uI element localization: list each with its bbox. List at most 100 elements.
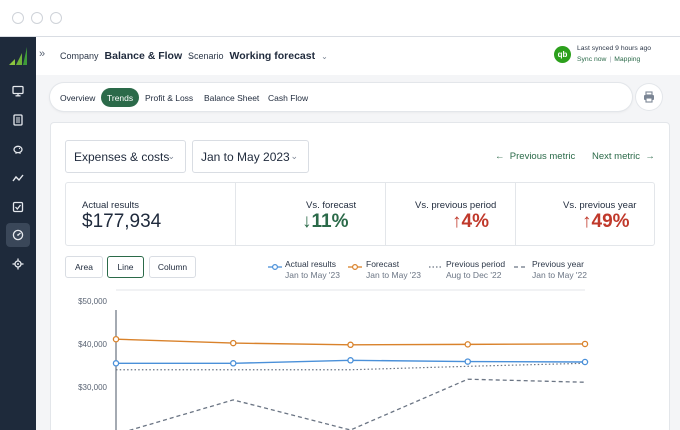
document-icon[interactable] [6,108,30,132]
tab-profit-loss[interactable]: Profit & Loss [145,92,194,103]
y-tick-label: $30,000 [78,383,107,392]
sidebar [0,37,36,430]
data-point-actual-results [112,360,120,367]
y-tick-label: $50,000 [78,297,107,306]
data-point-actual-results [464,358,471,365]
legend-previous-period-marker [429,266,441,268]
vs-previous-period-number: 4% [461,211,489,232]
vs-previous-period-label: Vs. previous period [415,200,497,211]
next-metric-label: Next metric [592,151,641,162]
actual-results-value: $177,934 [82,211,162,232]
legend-range: Jan to May '22 [532,270,588,280]
vs-previous-year-number: 49% [591,211,630,232]
window-dot[interactable] [12,12,24,24]
tab-balance-sheet[interactable]: Balance Sheet [204,92,260,103]
piggy-bank-icon[interactable] [6,137,30,161]
series-line-previous-period [116,362,586,371]
divider [385,183,386,245]
chevron-down-icon: ⌄ [167,151,175,161]
legend-range: Aug to Dec '22 [446,270,502,280]
chevron-down-icon: ⌄ [321,52,328,61]
data-point-forecast [464,341,471,348]
data-point-forecast [112,335,120,343]
arrow-up-icon: ↑ [582,211,592,232]
window-titlebar [0,0,680,37]
legend-name: Previous period [446,259,506,269]
scenario-value: Working forecast [229,50,316,62]
data-point-actual-results [347,357,354,364]
legend-name: Previous year [532,259,584,269]
arrow-up-icon: ↑ [452,211,462,232]
monitor-icon[interactable] [6,79,30,103]
chart-type-line-button[interactable]: Line [107,256,144,278]
y-tick-label: $40,000 [78,340,107,349]
expand-sidebar-icon[interactable]: » [39,48,46,60]
metric-select[interactable]: Expenses & costs ⌄ [65,140,186,173]
legend-forecast-marker [348,264,362,270]
legend-range: Jan to May '23 [366,270,422,280]
print-button[interactable] [636,84,662,110]
scenario-selector[interactable]: Scenario Working forecast ⌄ [188,50,328,62]
data-point-forecast [581,340,589,348]
legend-previous-year: Previous year Jan to May '22 [532,259,587,281]
next-metric-link[interactable]: Next metric → [592,151,655,162]
legend-actual-marker [268,264,282,270]
legend-previous-period: Previous period Aug to Dec '22 [446,259,505,281]
period-select-value: Jan to May 2023 [201,149,290,164]
vs-forecast-label: Vs. forecast [306,200,357,211]
legend-forecast: Forecast Jan to May '23 [366,259,421,281]
vs-previous-period-value: ↑4% [452,211,489,233]
checklist-icon[interactable] [6,195,30,219]
company-selector[interactable]: Company Balance & Flow ⌄ [60,50,195,62]
chevron-down-icon: ⌄ [188,52,195,61]
window-dot[interactable] [50,12,62,24]
previous-metric-label: Previous metric [509,151,576,162]
window-dot[interactable] [31,12,43,24]
metric-select-value: Expenses & costs [74,149,170,164]
print-icon [644,91,654,103]
report-tabs: Overview Trends Profit & Loss Balance Sh… [50,83,632,111]
tab-cash-flow[interactable]: Cash Flow [268,92,309,103]
vs-forecast-number: 11% [311,211,349,232]
legend-actual-results: Actual results Jan to May '23 [285,259,340,281]
chart-type-area-button[interactable]: Area [65,256,103,278]
gear-icon[interactable] [6,252,30,276]
arrow-left-icon: ← [495,151,505,162]
quickbooks-icon: qb [554,46,571,63]
tab-trends[interactable]: Trends [101,88,140,107]
arrow-right-icon: → [645,151,655,162]
period-select[interactable]: Jan to May 2023 ⌄ [192,140,309,173]
vs-previous-year-label: Vs. previous year [563,200,637,211]
trend-line-chart: $50,000 $40,000 $30,000 [78,289,589,430]
scenario-label: Scenario [188,51,224,61]
dashboard-icon[interactable] [6,223,30,247]
arrow-down-icon: ↓ [302,211,312,232]
top-bar: » Company Balance & Flow ⌄ Scenario Work… [36,37,680,75]
vs-previous-year-value: ↑49% [582,211,630,233]
metrics-summary: Actual results $177,934 Vs. forecast ↓11… [65,182,655,246]
actual-results-label: Actual results [82,200,140,211]
chart-type-column-button[interactable]: Column [149,256,196,278]
divider [235,183,236,245]
company-value: Balance & Flow [104,50,183,62]
divider [515,183,516,245]
chevron-down-icon: ⌄ [290,151,298,161]
sync-now-link[interactable]: Sync now [577,56,607,63]
quickbooks-badge-text: qb [557,50,568,59]
legend-name: Actual results [285,259,337,269]
legend-previous-year-marker [514,266,527,268]
tab-overview[interactable]: Overview [60,92,96,103]
previous-metric-link[interactable]: ← Previous metric [495,151,575,162]
company-label: Company [60,51,99,61]
mapping-link[interactable]: Mapping [614,56,641,63]
legend-name: Forecast [366,259,400,269]
app-logo-icon[interactable] [7,45,29,67]
series-line-previous-year [128,378,586,430]
link-separator: | [609,56,612,63]
data-point-actual-results [581,358,589,366]
trend-icon[interactable] [6,166,30,190]
vs-forecast-value: ↓11% [302,211,348,233]
data-point-forecast [347,341,354,349]
data-point-actual-results [229,360,237,367]
sync-status: Last synced 9 hours ago [577,45,652,52]
